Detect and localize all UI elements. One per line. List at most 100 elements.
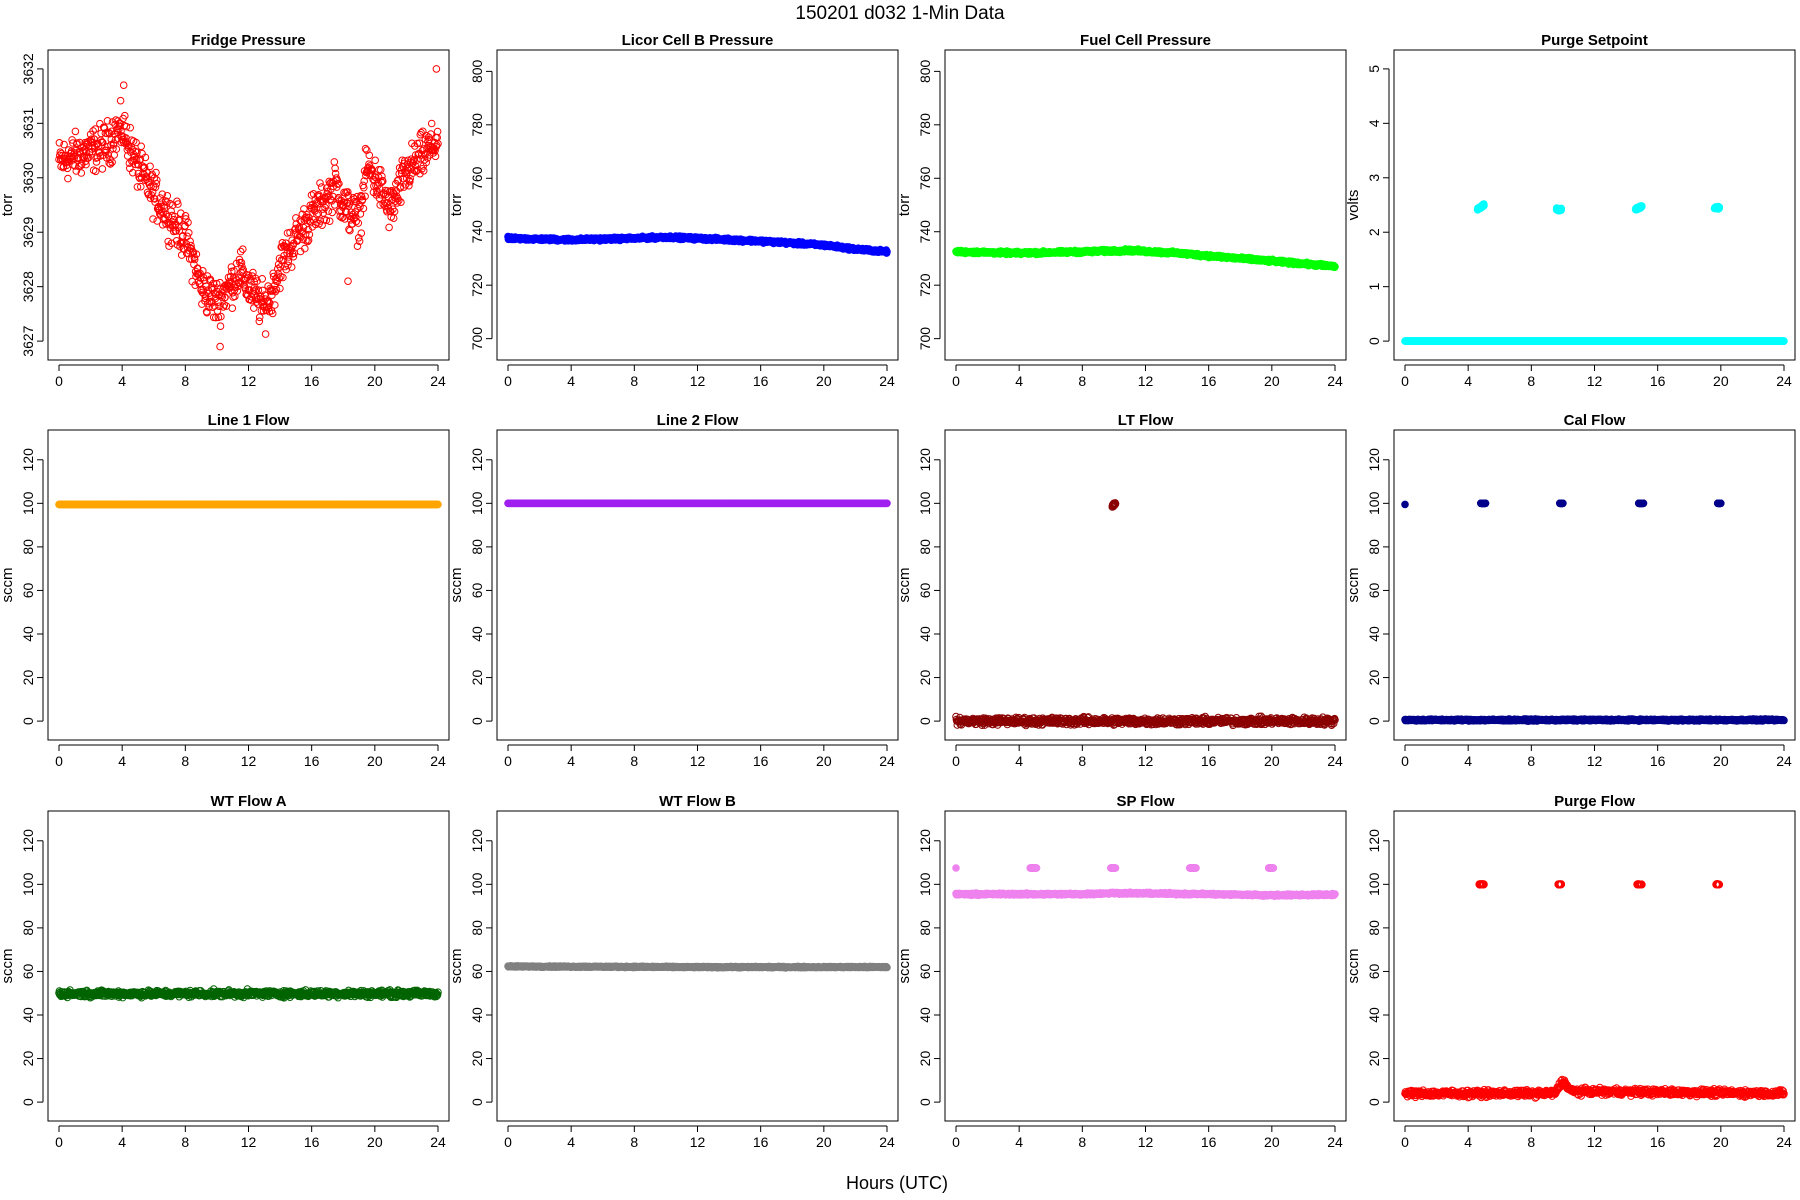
data-point xyxy=(387,207,395,216)
data-point xyxy=(325,217,334,225)
data-point xyxy=(279,273,287,282)
data-point xyxy=(64,174,72,183)
data-point xyxy=(344,188,352,196)
y-tick-label: 100 xyxy=(20,491,36,515)
data-point xyxy=(170,212,179,221)
y-tick-label: 780 xyxy=(917,113,933,137)
y-tick-label: 100 xyxy=(469,491,485,515)
data-point xyxy=(258,286,267,295)
data-point xyxy=(344,277,352,286)
data-point xyxy=(330,201,339,209)
data-point xyxy=(186,237,194,246)
y-tick-label: 720 xyxy=(917,273,933,297)
x-tick-label: 16 xyxy=(753,373,769,389)
x-tick-label: 20 xyxy=(816,753,832,769)
data-point xyxy=(284,261,292,270)
data-point xyxy=(314,209,323,218)
y-tick-label: 1 xyxy=(1366,283,1382,291)
x-tick-label: 0 xyxy=(55,373,63,389)
data-point xyxy=(70,154,78,163)
data-point xyxy=(300,205,308,213)
data-point xyxy=(126,123,134,132)
data-point xyxy=(174,200,182,208)
data-point xyxy=(265,298,273,306)
x-tick-label: 12 xyxy=(1587,373,1603,389)
data-point xyxy=(433,127,442,136)
data-point xyxy=(1557,204,1566,213)
data-point xyxy=(393,199,401,207)
data-point xyxy=(355,237,364,246)
y-tick-label: 760 xyxy=(469,166,485,190)
data-point xyxy=(266,299,274,308)
data-point xyxy=(132,138,140,147)
data-point xyxy=(122,122,131,131)
x-tick-label: 24 xyxy=(430,753,446,769)
data-point xyxy=(275,274,283,282)
data-point xyxy=(432,65,441,73)
data-point xyxy=(414,166,422,174)
data-point xyxy=(71,162,79,170)
data-point xyxy=(137,182,145,191)
y-tick-label: 0 xyxy=(469,717,485,725)
data-point xyxy=(353,242,362,250)
x-tick-label: 24 xyxy=(1327,373,1343,389)
data-point xyxy=(133,183,142,191)
data-point xyxy=(1715,203,1724,211)
y-tick-label: 120 xyxy=(469,448,485,472)
x-tick-label: 12 xyxy=(690,373,706,389)
data-point xyxy=(73,139,81,147)
y-axis-label: torr xyxy=(896,194,913,217)
y-tick-label: 20 xyxy=(469,670,485,686)
x-tick-label: 8 xyxy=(1527,373,1535,389)
x-tick-label: 0 xyxy=(504,753,512,769)
data-point xyxy=(63,164,72,173)
y-tick-label: 760 xyxy=(917,166,933,190)
data-point xyxy=(133,148,141,157)
data-point xyxy=(121,111,129,120)
data-point xyxy=(204,299,212,308)
data-point xyxy=(305,230,314,239)
data-point xyxy=(131,160,140,169)
x-tick-label: 16 xyxy=(1201,373,1217,389)
data-point xyxy=(190,255,199,264)
data-point xyxy=(237,258,246,267)
y-tick-label: 700 xyxy=(917,327,933,351)
panel-title: Fridge Pressure xyxy=(191,32,305,49)
data-point xyxy=(434,500,442,509)
panel-title: Purge Setpoint xyxy=(1541,32,1648,49)
data-point xyxy=(359,204,368,213)
data-point xyxy=(883,247,891,256)
data-point xyxy=(371,156,380,165)
data-point xyxy=(98,165,107,173)
x-tick-label: 4 xyxy=(567,753,575,769)
data-point xyxy=(161,197,170,205)
plot-frame xyxy=(1393,49,1796,361)
data-point xyxy=(221,293,229,302)
data-point xyxy=(335,179,343,188)
data-point xyxy=(184,218,192,227)
data-point xyxy=(199,273,208,282)
y-tick-label: 0 xyxy=(1366,337,1382,345)
plot-frame xyxy=(47,429,450,741)
data-point xyxy=(289,252,298,261)
data-point xyxy=(116,96,125,105)
data-point xyxy=(395,196,403,205)
data-point xyxy=(361,192,369,201)
data-point xyxy=(87,135,96,143)
data-point xyxy=(360,183,368,192)
data-point xyxy=(268,287,277,295)
data-point xyxy=(92,158,101,166)
data-point xyxy=(427,130,435,138)
data-point xyxy=(185,246,194,255)
data-point xyxy=(103,117,112,125)
data-point xyxy=(377,178,386,187)
x-tick-label: 24 xyxy=(879,373,895,389)
data-point xyxy=(419,127,427,136)
x-tick-label: 16 xyxy=(304,753,320,769)
y-tick-label: 3631 xyxy=(20,108,36,139)
data-point xyxy=(431,152,440,161)
data-point xyxy=(434,140,442,148)
